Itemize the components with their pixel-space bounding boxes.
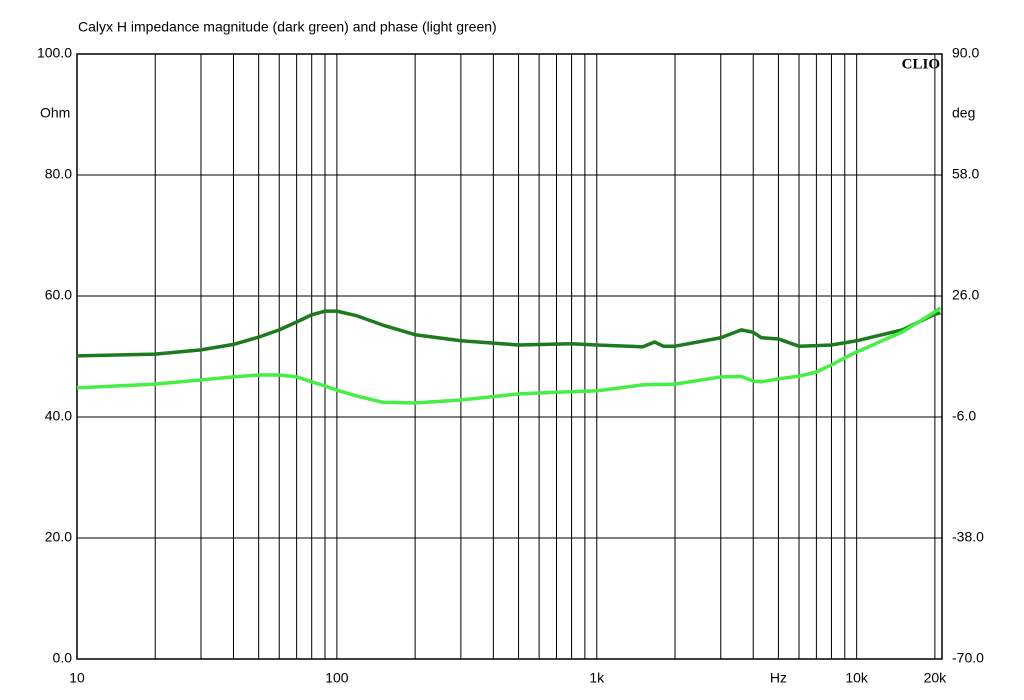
series-line: [76, 309, 941, 358]
logo: CLIO: [902, 56, 940, 72]
y-tick-label: 100.0: [37, 45, 72, 61]
x-tick-label: 10k: [845, 670, 869, 686]
y-tick-label: 20.0: [45, 529, 72, 545]
y2-tick-label: -70.0: [952, 650, 984, 666]
y-tick-label: 0.0: [53, 650, 73, 666]
y2-tick-label: 58.0: [952, 166, 979, 182]
y2-tick-label: 26.0: [952, 287, 979, 303]
x-tick-label: 10: [69, 670, 85, 686]
chart-title: Calyx H impedance magnitude (dark green)…: [78, 19, 497, 35]
y-tick-label: 40.0: [45, 408, 72, 424]
y2-tick-label: -6.0: [952, 408, 976, 424]
y2-tick-label: -38.0: [952, 529, 984, 545]
y2-axis-label: deg: [952, 105, 975, 121]
x-tick-label: 1k: [589, 670, 605, 686]
y-tick-label: 60.0: [45, 287, 72, 303]
series-line: [76, 306, 942, 405]
x-tick-label: 100: [325, 670, 349, 686]
plot-frame: [76, 53, 943, 660]
y2-tick-label: 90.0: [952, 45, 979, 61]
y-tick-label: 80.0: [45, 166, 72, 182]
x-tick-label: Hz: [770, 670, 787, 686]
x-tick-label: 20k: [924, 670, 948, 686]
y-axis-label: Ohm: [40, 105, 70, 121]
